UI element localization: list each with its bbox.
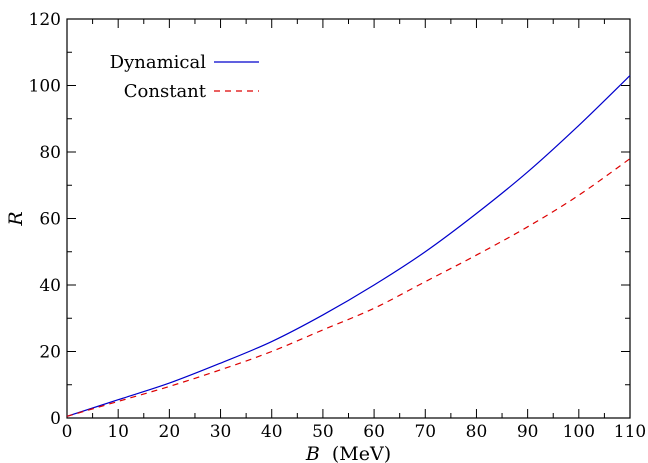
axis-ticks bbox=[66, 18, 631, 419]
y-tick-label: 80 bbox=[39, 143, 61, 163]
x-tick-label: 0 bbox=[62, 422, 73, 442]
tick-labels: 0 10 20 30 40 50 60 70 80 90 100 110 0 20 40 60 80 100 120 bbox=[29, 10, 647, 442]
x-tick-label: 40 bbox=[261, 422, 283, 442]
legend-label-dynamical: Dynamical bbox=[110, 52, 207, 73]
x-tick-label: 60 bbox=[363, 422, 385, 442]
series-lines bbox=[66, 75, 631, 417]
x-tick-label: 110 bbox=[614, 422, 646, 442]
y-tick-label: 100 bbox=[29, 77, 61, 97]
plot-frame bbox=[66, 18, 631, 419]
y-tick-label: 60 bbox=[39, 210, 61, 230]
x-tick-label: 80 bbox=[466, 422, 488, 442]
y-tick-label: 0 bbox=[50, 409, 61, 429]
legend: Dynamical Constant bbox=[110, 52, 259, 102]
x-tick-label: 30 bbox=[210, 422, 232, 442]
x-tick-label: 50 bbox=[312, 422, 334, 442]
x-tick-label: 100 bbox=[563, 422, 595, 442]
x-tick-label: 70 bbox=[414, 422, 436, 442]
x-axis-label: B (MeV) bbox=[305, 443, 391, 463]
y-tick-label: 20 bbox=[39, 343, 61, 363]
x-tick-label: 90 bbox=[517, 422, 539, 442]
x-axis-symbol: B bbox=[305, 443, 320, 463]
x-tick-label: 10 bbox=[107, 422, 129, 442]
y-tick-label: 120 bbox=[29, 10, 61, 30]
x-axis-unit: (MeV) bbox=[332, 443, 391, 463]
x-tick-label: 20 bbox=[159, 422, 181, 442]
plot-border bbox=[66, 18, 631, 419]
series-line-dynamical bbox=[66, 75, 631, 417]
y-axis-label: R bbox=[5, 211, 27, 226]
legend-label-constant: Constant bbox=[124, 81, 207, 102]
y-tick-label: 40 bbox=[39, 276, 61, 296]
series-line-constant bbox=[66, 158, 631, 417]
